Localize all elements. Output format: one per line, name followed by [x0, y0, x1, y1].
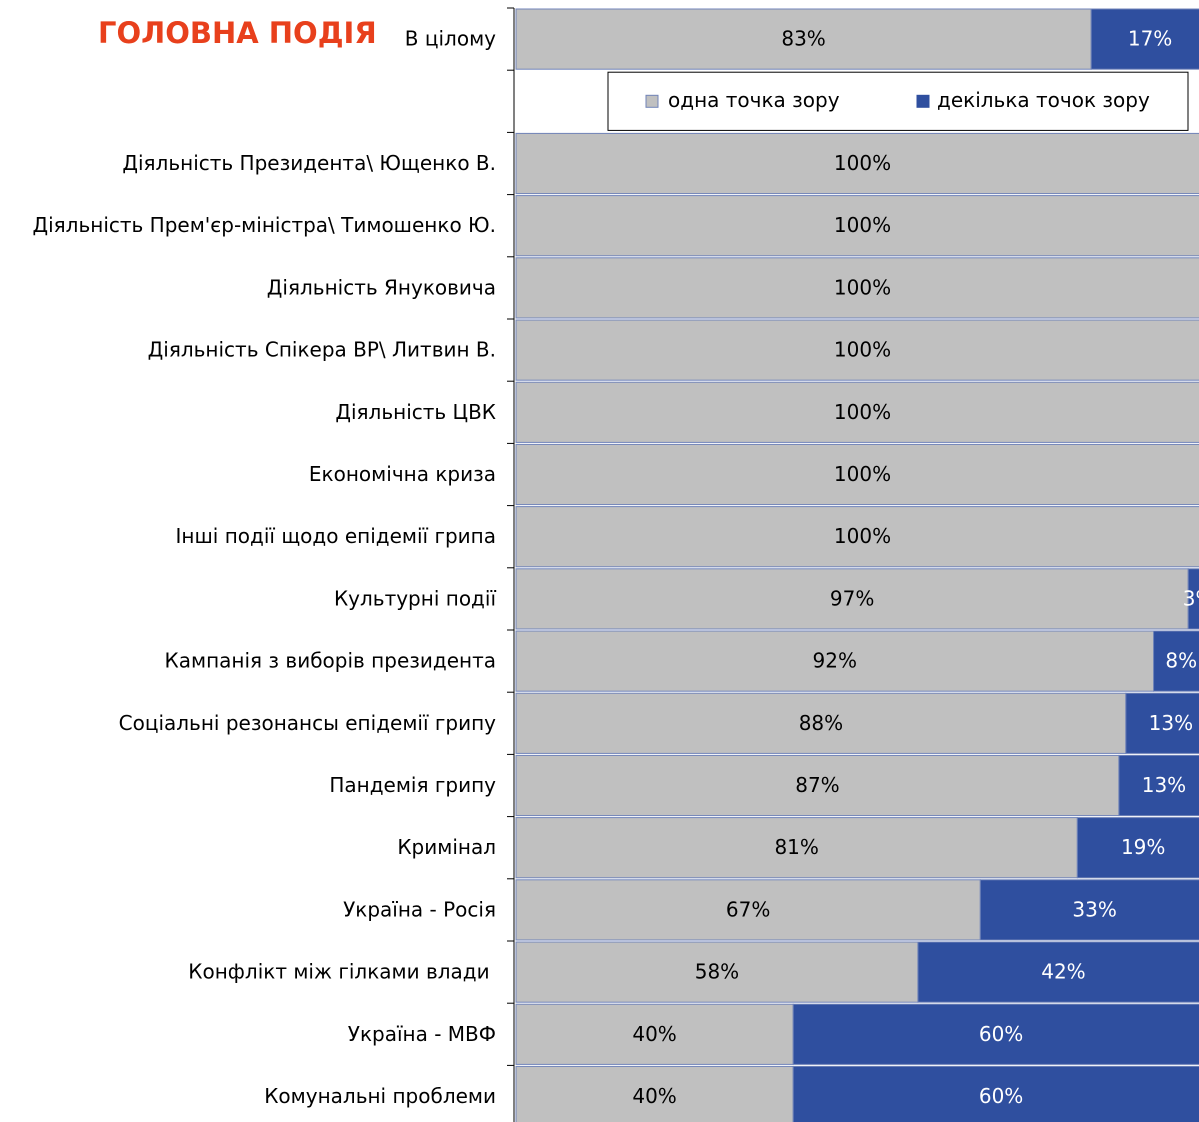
value-label: 67% — [726, 897, 770, 921]
legend-label: декілька точок зору — [937, 88, 1150, 112]
value-label: 100% — [834, 338, 891, 362]
bar-segment — [515, 630, 1155, 692]
bar-segment — [1118, 754, 1199, 817]
value-label: 97% — [830, 586, 874, 610]
bar-segment — [515, 132, 1199, 195]
value-label: 13% — [1142, 773, 1186, 797]
bar-segment — [515, 506, 1199, 568]
category-label: Кампанія з виборів президента — [165, 649, 496, 673]
category-label: Діяльність ЦВК — [335, 400, 496, 424]
bar-segment — [515, 754, 1120, 817]
value-label: 58% — [695, 960, 739, 984]
value-label: 19% — [1121, 835, 1165, 859]
bar-segment — [515, 1065, 794, 1122]
value-label: 17% — [1128, 27, 1172, 51]
value-label: 100% — [834, 462, 891, 486]
bar-segment — [515, 319, 1199, 381]
bar-segment — [515, 443, 1199, 506]
value-label: 87% — [795, 773, 839, 797]
value-label: 100% — [834, 524, 891, 548]
category-label: Діяльність Спікера ВР\ Литвин В. — [148, 338, 496, 362]
category-label: Кримінал — [397, 835, 496, 859]
chart-title: ГОЛОВНА ПОДІЯ — [98, 16, 377, 50]
category-label: Економічна криза — [309, 462, 496, 486]
bar-segment — [515, 381, 1199, 443]
value-label: 40% — [632, 1022, 676, 1046]
legend-label: одна точка зору — [668, 88, 840, 112]
value-label: 33% — [1072, 897, 1116, 921]
value-label: 100% — [834, 275, 891, 299]
bar-segment — [515, 817, 1078, 879]
category-label: Пандемія грипу — [329, 773, 496, 797]
bar-segment — [1153, 630, 1199, 692]
value-label: 100% — [834, 213, 891, 237]
value-label: 13% — [1149, 711, 1193, 735]
category-label: Комунальні проблеми — [264, 1084, 496, 1108]
bar-segment — [979, 879, 1199, 941]
category-label: Діяльність Януковича — [267, 275, 496, 299]
bar-segment — [792, 1003, 1199, 1065]
bar-segment — [515, 195, 1199, 257]
category-label: Соціальні резонансы епідемії грипу — [119, 711, 497, 735]
bar-segment — [917, 941, 1199, 1003]
value-label: 83% — [781, 27, 825, 51]
bar-segment — [1125, 692, 1199, 754]
value-label: 100% — [834, 400, 891, 424]
bar-segment — [1076, 817, 1199, 879]
value-label: 8% — [1165, 649, 1197, 673]
value-label: 81% — [774, 835, 818, 859]
bar-segment — [515, 8, 1092, 70]
bar-segment — [515, 257, 1199, 319]
value-label: 40% — [632, 1084, 676, 1108]
bar-segment — [515, 879, 981, 941]
bar-segment — [515, 692, 1127, 754]
bar-segment — [1090, 8, 1199, 70]
value-label: 42% — [1041, 960, 1085, 984]
bar-segment — [792, 1065, 1199, 1122]
category-label: Україна - МВФ — [348, 1022, 496, 1046]
category-label: Діяльність Президента\ Ющенко В. — [122, 151, 496, 175]
legend-swatch — [645, 94, 659, 108]
category-label: Діяльність Прем'єр-міністра\ Тимошенко Ю… — [32, 213, 496, 237]
legend-box — [607, 71, 1189, 131]
bar-segment — [515, 568, 1189, 630]
value-label: 3% — [1183, 586, 1199, 610]
category-label: Україна - Росія — [343, 897, 496, 921]
bar-segment — [515, 941, 919, 1003]
value-label: 88% — [799, 711, 843, 735]
bar-segment — [515, 1003, 794, 1065]
category-label: Культурні події — [334, 586, 496, 610]
legend-swatch — [916, 94, 930, 108]
value-label: 60% — [979, 1084, 1023, 1108]
value-label: 92% — [813, 649, 857, 673]
value-label: 100% — [834, 151, 891, 175]
category-label: Конфлікт між гілками влади — [188, 960, 496, 984]
category-label: Інші події щодо епідемії грипа — [176, 524, 496, 548]
category-label: В цілому — [405, 27, 496, 51]
value-label: 60% — [979, 1022, 1023, 1046]
